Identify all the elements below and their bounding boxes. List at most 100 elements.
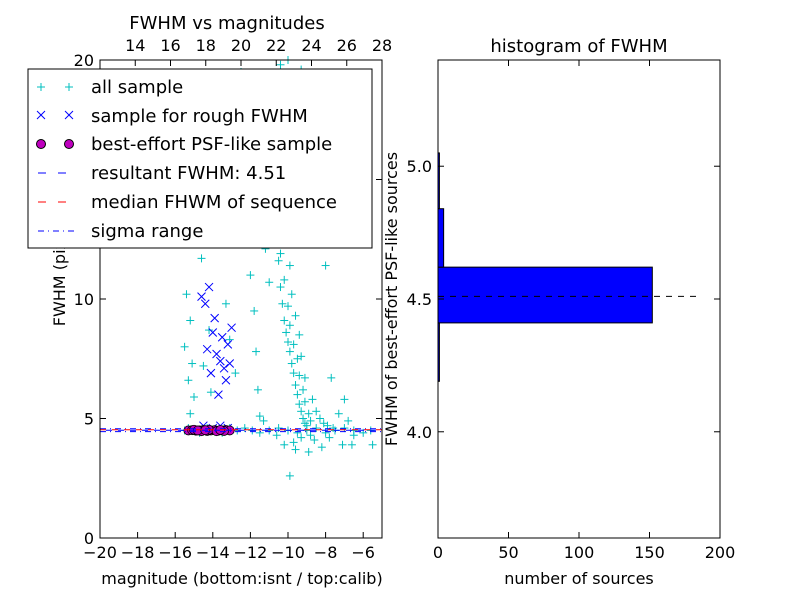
all-sample-point xyxy=(317,443,326,452)
legend-entry-sigma-range: sigma range xyxy=(38,221,203,242)
rough-sample-point xyxy=(202,344,212,354)
all-sample-point xyxy=(368,440,377,449)
legend-marker-cross xyxy=(36,110,74,120)
all-sample-point xyxy=(205,326,214,335)
all-sample-point xyxy=(295,371,304,380)
x-tick-label: 0 xyxy=(433,543,443,562)
histogram-y-label: FWHM of best-effort PSF-like sources xyxy=(382,152,401,446)
all-sample-point xyxy=(297,352,306,361)
rough-sample-point xyxy=(225,359,235,368)
legend-label: resultant FWHM: 4.51 xyxy=(91,163,286,184)
all-sample-point xyxy=(289,438,298,447)
y-tick-label: 0 xyxy=(84,529,94,548)
y-tick-label: 20 xyxy=(74,51,94,70)
all-sample-point xyxy=(184,376,193,385)
all-sample-point xyxy=(188,359,197,368)
all-sample-point xyxy=(182,290,191,299)
all-sample-point xyxy=(285,347,294,356)
all-sample-point xyxy=(334,409,343,418)
legend-entry-rough-sample: sample for rough FWHM xyxy=(36,106,308,127)
rough-sample-point xyxy=(223,340,233,349)
histogram-title: histogram of FWHM xyxy=(490,36,667,57)
rough-sample-point xyxy=(206,368,216,378)
top-tick-label: 22 xyxy=(266,36,286,55)
scatter-marks xyxy=(180,56,377,480)
all-sample-point xyxy=(325,433,334,442)
all-sample-point xyxy=(186,316,195,325)
all-sample-point xyxy=(289,369,298,378)
y-tick-label: 10 xyxy=(74,290,94,309)
all-sample-point xyxy=(300,397,309,406)
x-tick-label: 200 xyxy=(705,543,736,562)
top-tick-label: 26 xyxy=(337,36,357,55)
rough-sample-point xyxy=(221,375,231,385)
all-sample-point xyxy=(304,447,313,456)
all-sample-point xyxy=(190,392,198,401)
legend-box xyxy=(27,68,373,249)
legend-entry-median-fwhm: median FHWM of sequence xyxy=(38,192,337,213)
all-sample-point xyxy=(206,388,215,397)
all-sample-point xyxy=(278,299,287,308)
all-sample-point xyxy=(282,328,291,337)
all-sample-point xyxy=(180,342,189,351)
rough-sample-point xyxy=(200,299,210,309)
legend-entry-psf-sample: best-effort PSF-like sample xyxy=(36,134,332,155)
histogram-panel: 0 50 100 150 200 4.0 4.5 5.0 histogram of FWHM… xyxy=(382,36,735,588)
histogram-x-ticks: 0 50 100 150 200 xyxy=(433,60,735,562)
rough-sample-point xyxy=(212,349,221,359)
scatter-x-label: magnitude (bottom:isnt / top:calib) xyxy=(101,569,382,588)
all-sample-point xyxy=(280,440,289,449)
legend-entry-resultant-fwhm: resultant FWHM: 4.51 xyxy=(38,163,286,184)
all-sample-point xyxy=(306,416,315,425)
all-sample-point xyxy=(347,440,356,449)
all-sample-point xyxy=(291,445,300,454)
top-tick-label: 24 xyxy=(301,36,321,55)
y-tick-label: 4.5 xyxy=(407,290,432,309)
all-sample-point xyxy=(312,407,321,416)
all-sample-point xyxy=(255,412,264,421)
all-sample-point xyxy=(285,321,294,330)
all-sample-point xyxy=(274,424,283,433)
legend-label: sample for rough FWHM xyxy=(91,106,308,127)
all-sample-point xyxy=(199,361,208,370)
all-sample-point xyxy=(221,299,230,308)
all-sample-point xyxy=(231,369,240,378)
all-sample-point xyxy=(299,385,308,394)
all-sample-point xyxy=(344,416,353,425)
y-tick-label: 4.0 xyxy=(407,423,432,442)
rough-sample-point xyxy=(217,332,227,342)
all-sample-point xyxy=(289,340,298,349)
histogram-x-label: number of sources xyxy=(504,569,654,588)
all-sample-point xyxy=(297,407,306,416)
histogram-y-ticks: 4.0 4.5 5.0 xyxy=(407,157,720,442)
top-tick-label: 16 xyxy=(160,36,180,55)
all-sample-point xyxy=(240,424,249,433)
histogram-bar xyxy=(437,266,653,324)
rough-sample-point xyxy=(208,328,218,337)
all-sample-point xyxy=(280,316,289,325)
rough-sample-point xyxy=(219,363,229,373)
top-tick-label: 18 xyxy=(196,36,216,55)
all-sample-point xyxy=(287,359,296,368)
histogram-bar xyxy=(437,208,445,268)
x-tick-label: −12 xyxy=(234,543,268,562)
top-tick-label: 14 xyxy=(125,36,145,55)
scatter-y-label: FWHM (pix) xyxy=(50,234,69,327)
all-sample-point xyxy=(299,414,308,423)
all-sample-point xyxy=(285,261,294,270)
legend-marker-circle xyxy=(36,139,74,149)
legend-label: sigma range xyxy=(91,221,203,242)
x-tick-label: −18 xyxy=(121,543,155,562)
scatter-reference-lines xyxy=(100,428,382,433)
legend-label: all sample xyxy=(91,77,183,98)
scatter-panel: −20 −18 −16 −14 −12 −10 −8 −6 14 16 18 20 22 24 26 28 … xyxy=(27,13,392,588)
all-sample-point xyxy=(295,400,304,409)
all-sample-point xyxy=(265,278,274,287)
all-sample-point xyxy=(304,409,313,418)
rough-sample-point xyxy=(204,282,214,292)
all-sample-point xyxy=(293,390,302,399)
x-tick-label: −8 xyxy=(314,543,338,562)
all-sample-point xyxy=(285,471,294,480)
all-sample-point xyxy=(306,431,315,440)
x-tick-label: −16 xyxy=(158,543,192,562)
